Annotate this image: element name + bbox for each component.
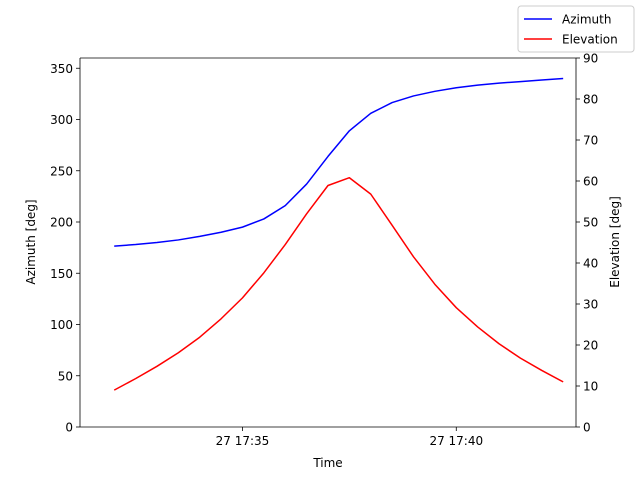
y-axis-right-title: Elevation [deg]: [608, 196, 622, 288]
series-line-elevation: [113, 176, 564, 391]
y-axis-left-title: Azimuth [deg]: [24, 199, 38, 284]
y-left-tick-label: 250: [50, 164, 73, 178]
y-right-tick-label: 50: [583, 216, 598, 230]
y-right-tick-label: 0: [583, 421, 591, 435]
legend-box: [517, 5, 635, 53]
legend-label-azimuth: Azimuth: [562, 13, 611, 27]
y-right-tick-label: 90: [583, 52, 598, 66]
y-left-tick-label: 150: [50, 267, 73, 281]
x-axis-title: Time: [312, 456, 342, 470]
x-tick-label: 27 17:35: [216, 434, 270, 448]
y-right-tick-label: 40: [583, 257, 598, 271]
y-left-tick-label: 300: [50, 113, 73, 127]
y-right-tick-label: 60: [583, 175, 598, 189]
y-left-tick-label: 200: [50, 216, 73, 230]
y-right-tick-label: 70: [583, 134, 598, 148]
y-left-tick-label: 50: [58, 369, 73, 383]
y-right-tick-label: 10: [583, 380, 598, 394]
y-right-tick-label: 20: [583, 339, 598, 353]
series-line-azimuth: [114, 77, 564, 247]
y-left-tick-label: 0: [65, 421, 73, 435]
y-right-tick-label: 30: [583, 298, 598, 312]
axes-layer: 27 17:35 27 17:40 0 50 100 150 200 250 300 350 0 10…: [50, 52, 598, 449]
y-left-tick-label: 100: [50, 318, 73, 332]
legend-label-elevation: Elevation: [562, 33, 618, 47]
series-layer: [113, 77, 564, 391]
x-tick-label: 27 17:40: [429, 434, 483, 448]
y-right-tick-label: 80: [583, 93, 598, 107]
legend: Azimuth Elevation: [517, 5, 635, 53]
y-left-tick-label: 350: [50, 62, 73, 76]
